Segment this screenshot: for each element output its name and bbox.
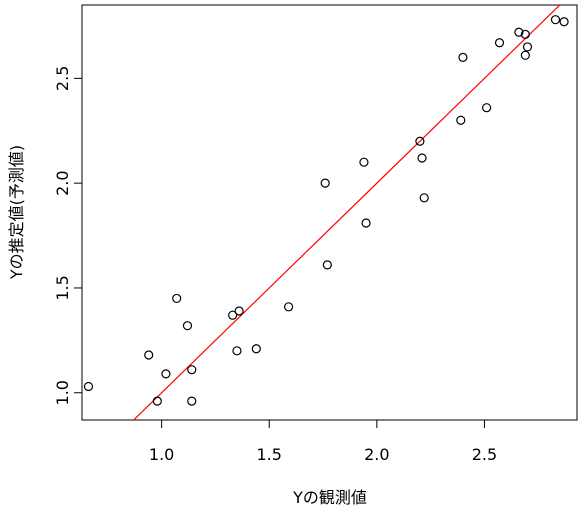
point: [228, 310, 238, 320]
point: [520, 50, 530, 60]
y-tick-label: 2.5: [53, 66, 72, 91]
x-tick-label: 1.5: [257, 445, 282, 464]
y-tick-label: 2.0: [53, 170, 72, 195]
point: [232, 346, 242, 356]
point: [144, 350, 154, 360]
point: [187, 365, 197, 375]
point: [520, 29, 530, 39]
x-tick-label: 2.0: [364, 445, 389, 464]
point: [172, 293, 182, 304]
point: [322, 260, 332, 270]
point: [417, 153, 427, 163]
point: [482, 103, 492, 113]
point: [152, 396, 162, 406]
x-tick-label: 1.0: [149, 445, 174, 464]
y-axis-title: Yの推定値(予測値): [7, 145, 26, 280]
point: [550, 15, 561, 25]
point: [251, 344, 261, 354]
point: [361, 218, 371, 228]
point: [494, 38, 505, 48]
point: [415, 136, 425, 146]
plot-box: [81, 4, 578, 421]
y-tick-label: 1.5: [53, 275, 72, 300]
point: [182, 321, 193, 331]
point: [419, 193, 429, 203]
point: [161, 369, 171, 379]
point: [458, 52, 468, 62]
point: [456, 115, 466, 125]
point: [83, 381, 94, 392]
point: [234, 306, 244, 316]
point: [187, 396, 197, 406]
point: [514, 27, 524, 37]
point: [359, 157, 369, 167]
x-tick-label: 2.5: [472, 445, 497, 464]
point: [559, 17, 569, 27]
reference-line: [132, 5, 561, 420]
y-tick-label: 1.0: [53, 380, 72, 405]
x-axis-title: Yの観測値: [292, 488, 367, 507]
point: [320, 178, 330, 188]
point: [284, 302, 294, 312]
point: [522, 42, 533, 52]
